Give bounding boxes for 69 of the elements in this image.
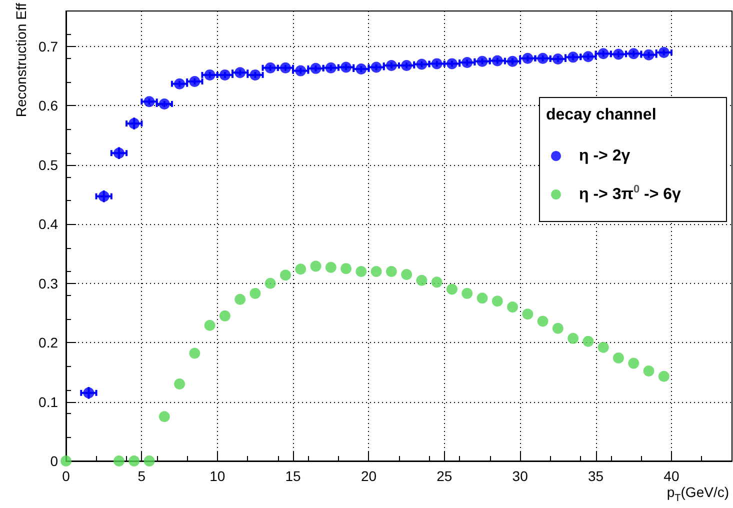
point xyxy=(643,366,654,376)
x-tick-label: 30 xyxy=(512,468,528,484)
point xyxy=(370,266,382,278)
point xyxy=(310,260,322,272)
point xyxy=(401,268,412,280)
point xyxy=(113,456,124,466)
point xyxy=(113,148,124,159)
point xyxy=(60,456,72,466)
point xyxy=(612,352,624,364)
x-tick-label: 25 xyxy=(436,468,452,484)
point xyxy=(507,302,518,313)
point xyxy=(128,118,140,129)
x-tick-label: 5 xyxy=(138,468,146,484)
point xyxy=(234,294,246,305)
point xyxy=(386,266,397,278)
x-axis-title: p$_{T}$(GeV/c) xyxy=(666,484,729,506)
x-tick-label: 0 xyxy=(62,468,70,484)
x-tick-label: 40 xyxy=(664,468,680,484)
legend-label: η -> 2γ xyxy=(579,148,630,164)
point xyxy=(431,276,442,288)
point xyxy=(582,336,594,347)
point xyxy=(325,262,336,273)
x-tick-label: 35 xyxy=(588,468,604,484)
y-tick-label: 0.1 xyxy=(38,394,58,410)
y-tick-label: 0 xyxy=(50,453,58,469)
y-tick-label: 0.2 xyxy=(38,334,58,351)
point xyxy=(476,292,488,304)
point xyxy=(356,266,367,278)
point xyxy=(492,296,503,307)
point xyxy=(522,308,534,320)
point xyxy=(446,58,458,70)
point xyxy=(189,348,200,359)
point xyxy=(552,322,564,334)
point xyxy=(446,284,458,295)
x-tick-label: 15 xyxy=(285,468,302,484)
point xyxy=(144,456,155,466)
point xyxy=(98,190,110,202)
y-tick-label: 0.5 xyxy=(38,156,58,173)
y-axis-title: Reconstruction Eff xyxy=(13,2,29,118)
y-tick-label: 0.4 xyxy=(38,216,58,232)
point xyxy=(416,274,428,286)
point xyxy=(537,316,548,327)
point xyxy=(280,270,291,281)
point xyxy=(128,456,140,466)
point xyxy=(507,56,518,67)
point xyxy=(340,263,352,274)
x-tick-label: 20 xyxy=(360,468,377,484)
point xyxy=(612,48,624,60)
point xyxy=(280,62,291,74)
y-tick-label: 0.3 xyxy=(38,275,58,292)
y-tick-label: 0.7 xyxy=(38,38,58,55)
point xyxy=(250,288,261,299)
point xyxy=(295,264,306,275)
point xyxy=(174,78,186,90)
point xyxy=(83,387,94,398)
x-tick-label: 10 xyxy=(210,468,226,484)
point xyxy=(628,358,640,369)
point xyxy=(204,320,216,331)
point xyxy=(598,342,609,353)
point xyxy=(568,332,579,344)
point xyxy=(462,288,473,299)
point xyxy=(158,411,170,422)
point xyxy=(174,378,186,390)
point xyxy=(340,62,352,73)
legend-title: decay channel xyxy=(546,106,656,124)
y-tick-label: 0.6 xyxy=(38,98,58,114)
point xyxy=(658,370,670,382)
point xyxy=(219,310,230,322)
point xyxy=(264,278,276,289)
